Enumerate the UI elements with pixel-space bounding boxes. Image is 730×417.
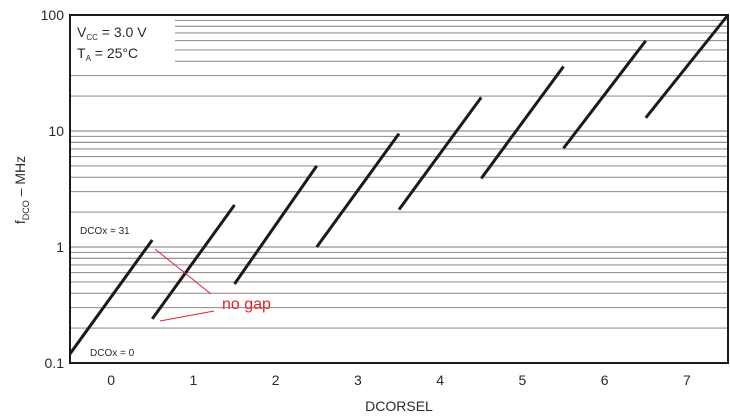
y-axis-label-base: f (12, 220, 28, 224)
dco-label-max: DCOx = 31 (80, 226, 130, 237)
conditions-box (71, 16, 175, 64)
series-line-dcorsel-7 (644, 14, 730, 119)
series-layer (68, 14, 730, 355)
dco-label-min: DCOx = 0 (90, 348, 135, 359)
y-axis-label-rest: – MHz (12, 156, 28, 200)
ticks-layer: 0 1 2 3 4 5 6 7 0.1 1 10 100 (41, 7, 691, 388)
y-axis-label-sub: DCO (21, 200, 31, 220)
x-tick-label: 0 (107, 372, 115, 388)
condition-vcc: VCC = 3.0 V (77, 24, 147, 42)
y-tick-label: 0.1 (45, 355, 65, 371)
condition-ta-base: T (77, 45, 86, 61)
condition-vcc-sub: CC (86, 33, 98, 42)
x-axis-label: DCORSEL (365, 398, 433, 414)
y-axis-label: fDCO – MHz (12, 156, 31, 224)
grid-layer (70, 19, 728, 329)
series-line-dcorsel-6 (562, 39, 647, 150)
series-line-dcorsel-4 (397, 96, 483, 211)
x-tick-label: 1 (189, 372, 197, 388)
series-line-dcorsel-5 (480, 65, 565, 180)
series-line-dcorsel-1 (151, 204, 236, 320)
x-tick-label: 5 (518, 372, 526, 388)
series-line-dcorsel-2 (233, 165, 318, 285)
y-tick-label: 100 (41, 7, 65, 23)
plot-frame (69, 14, 729, 364)
y-tick-label: 10 (48, 123, 64, 139)
annotation-arrow-upper (154, 248, 212, 295)
annotation-arrow-lower (159, 310, 215, 322)
condition-vcc-base: V (77, 24, 87, 40)
x-tick-label: 6 (601, 372, 609, 388)
x-tick-label: 7 (683, 372, 691, 388)
annotation-no-gap: no gap (222, 296, 271, 313)
condition-vcc-rest: = 3.0 V (98, 24, 147, 40)
series-line-dcorsel-0 (68, 239, 154, 355)
x-tick-label: 3 (354, 372, 362, 388)
x-tick-label: 4 (436, 372, 444, 388)
y-tick-label: 1 (56, 239, 64, 255)
condition-ta-sub: A (86, 54, 92, 63)
condition-ta-rest: = 25°C (91, 45, 138, 61)
annotation-arrows (154, 248, 215, 322)
condition-ta: TA = 25°C (77, 45, 138, 63)
series-line-dcorsel-3 (315, 132, 401, 248)
x-tick-label: 2 (272, 372, 280, 388)
